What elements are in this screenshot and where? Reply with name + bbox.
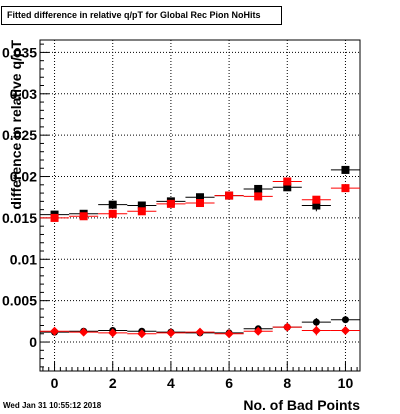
y-tick-label: 0.03 — [10, 86, 37, 102]
data-point — [312, 318, 320, 326]
x-tick-label: 6 — [225, 375, 233, 391]
data-point — [312, 201, 321, 210]
series-3 — [40, 322, 360, 339]
x-tick-label: 0 — [51, 375, 59, 391]
series-0 — [40, 165, 360, 219]
data-point — [50, 326, 60, 336]
data-point — [312, 195, 321, 204]
data-point — [137, 207, 146, 216]
chart-title: Fitted difference in relative q/pT for G… — [7, 10, 261, 20]
data-point — [108, 328, 118, 338]
data-point — [79, 212, 88, 221]
y-tick-label: 0 — [29, 334, 37, 350]
data-point — [253, 326, 263, 336]
x-tick-label: 4 — [167, 375, 175, 391]
y-axis-label: difference in relative q/pT — [8, 40, 24, 210]
data-point — [79, 327, 89, 337]
data-point — [196, 199, 204, 208]
data-point — [340, 325, 350, 335]
data-point — [50, 213, 59, 222]
data-point — [282, 322, 292, 332]
y-tick-label: 0.005 — [2, 293, 37, 309]
data-point — [108, 209, 117, 218]
y-tick-label: 0.015 — [2, 210, 37, 226]
data-point — [254, 184, 263, 193]
data-point — [283, 177, 292, 186]
data-point — [283, 183, 292, 192]
data-point — [224, 329, 234, 339]
data-point — [166, 199, 175, 208]
data-point — [196, 193, 204, 202]
data-point — [137, 329, 147, 339]
title-box: Fitted difference in relative q/pT for G… — [1, 6, 282, 25]
x-tick-label: 2 — [109, 375, 117, 391]
data-point — [341, 165, 350, 174]
data-point — [311, 325, 321, 335]
data-point — [225, 191, 234, 200]
data-point — [254, 192, 263, 201]
series-1 — [40, 177, 360, 222]
data-point — [341, 184, 350, 193]
data-point — [108, 200, 117, 209]
data-point — [341, 316, 349, 324]
data-layer — [40, 165, 360, 339]
data-point — [166, 328, 176, 338]
y-tick-label: 0.01 — [10, 251, 37, 267]
timestamp: Wed Jan 31 10:55:12 2018 — [3, 401, 102, 410]
x-axis-label: No. of Bad Points — [243, 397, 360, 413]
y-tick-label: 0.02 — [10, 169, 37, 185]
axis-layer: 0 2 4 6 8 10 0 0.005 0.01 0.015 0.02 0.025 0.03 0.035 — [2, 43, 358, 391]
x-tick-label: 10 — [338, 375, 354, 391]
y-tick-label: 0.035 — [2, 44, 37, 60]
data-point — [195, 327, 205, 337]
y-tick-label: 0.025 — [2, 127, 37, 143]
x-tick-label: 8 — [283, 375, 291, 391]
data-point — [137, 201, 146, 210]
